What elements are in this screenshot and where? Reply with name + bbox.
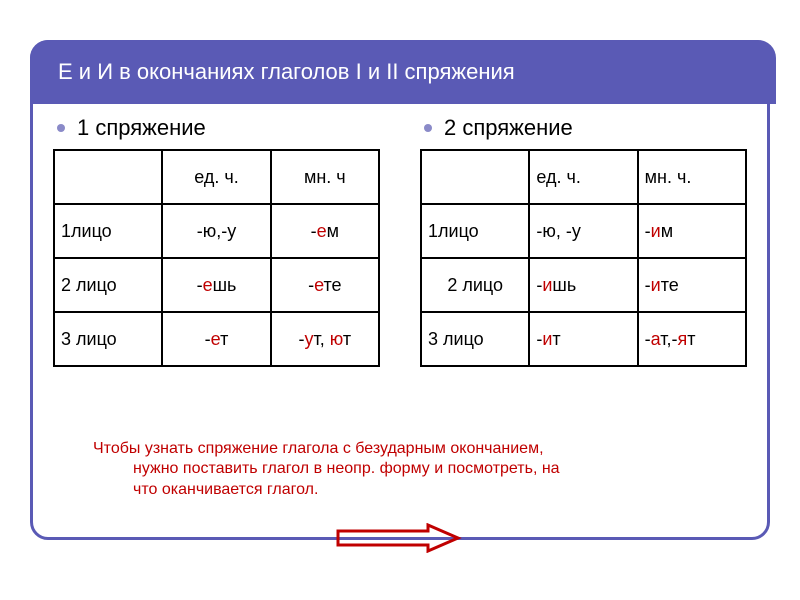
cell-r1-sg: -ю,-у xyxy=(162,204,270,258)
cell-header-pl: мн. ч. xyxy=(638,150,746,204)
table-row: 2 лицо -ешь -ете xyxy=(54,258,379,312)
cell-r1-pl: -им xyxy=(638,204,746,258)
cell-r3-sg: -ет xyxy=(162,312,270,366)
cell-r1-sg: -ю, -у xyxy=(529,204,637,258)
cell-header-sg: ед. ч. xyxy=(162,150,270,204)
bullet-icon xyxy=(57,124,65,132)
footnote-text: Чтобы узнать спряжение глагола с безудар… xyxy=(93,439,707,501)
conj2-title-row: 2 спряжение xyxy=(424,115,747,141)
cell-empty xyxy=(421,150,529,204)
conj1-title-row: 1 спряжение xyxy=(57,115,380,141)
header-bar: Е и И в окончаниях глаголов I и II спряж… xyxy=(30,40,776,104)
cell-header-sg: ед. ч. xyxy=(529,150,637,204)
cell-r1-pl: -ем xyxy=(271,204,379,258)
table-row: 1лицо -ю,-у -ем xyxy=(54,204,379,258)
table-row: 1лицо -ю, -у -им xyxy=(421,204,746,258)
table-row: ед. ч. мн. ч. xyxy=(421,150,746,204)
table-row: 2 лицо -ишь -ите xyxy=(421,258,746,312)
arrow-icon xyxy=(333,523,463,553)
conj2-table: ед. ч. мн. ч. 1лицо -ю, -у -им 2 лицо -и… xyxy=(420,149,747,367)
bullet-icon xyxy=(424,124,432,132)
cell-r3-label: 3 лицо xyxy=(54,312,162,366)
cell-r2-sg: -ишь xyxy=(529,258,637,312)
cell-empty xyxy=(54,150,162,204)
slide-frame: Е и И в окончаниях глаголов I и II спряж… xyxy=(30,40,770,540)
table-row: ед. ч. мн. ч xyxy=(54,150,379,204)
slide-title: Е и И в окончаниях глаголов I и II спряж… xyxy=(58,59,515,85)
table-row: 3 лицо -ет -ут, ют xyxy=(54,312,379,366)
cell-r2-pl: -ите xyxy=(638,258,746,312)
footnote-line3: что оканчивается глагол. xyxy=(93,480,707,501)
cell-r2-label: 2 лицо xyxy=(54,258,162,312)
cell-r1-label: 1лицо xyxy=(421,204,529,258)
conj2-column: 2 спряжение ед. ч. мн. ч. 1лицо -ю, -у -… xyxy=(420,113,747,367)
conj1-table: ед. ч. мн. ч 1лицо -ю,-у -ем 2 лицо -ешь… xyxy=(53,149,380,367)
cell-r1-label: 1лицо xyxy=(54,204,162,258)
conj1-column: 1 спряжение ед. ч. мн. ч 1лицо -ю,-у -ем… xyxy=(53,113,380,367)
content-area: 1 спряжение ед. ч. мн. ч 1лицо -ю,-у -ем… xyxy=(53,113,747,367)
conj2-title: 2 спряжение xyxy=(444,115,573,141)
footnote-line2: нужно поставить глагол в неопр. форму и … xyxy=(93,459,707,480)
cell-r3-pl: -ат,-ят xyxy=(638,312,746,366)
cell-header-pl: мн. ч xyxy=(271,150,379,204)
footnote-line1: Чтобы узнать спряжение глагола с безудар… xyxy=(93,440,544,457)
conj1-title: 1 спряжение xyxy=(77,115,206,141)
cell-r2-label: 2 лицо xyxy=(421,258,529,312)
cell-r3-pl: -ут, ют xyxy=(271,312,379,366)
cell-r3-sg: -ит xyxy=(529,312,637,366)
cell-r2-pl: -ете xyxy=(271,258,379,312)
table-row: 3 лицо -ит -ат,-ят xyxy=(421,312,746,366)
cell-r2-sg: -ешь xyxy=(162,258,270,312)
cell-r3-label: 3 лицо xyxy=(421,312,529,366)
